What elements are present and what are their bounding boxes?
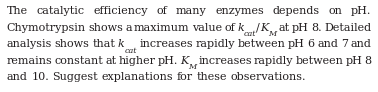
Text: rapidly: rapidly — [196, 39, 235, 49]
Text: and: and — [317, 39, 338, 49]
Text: K: K — [180, 56, 188, 66]
Text: these: these — [196, 72, 227, 82]
Text: /: / — [256, 23, 260, 33]
Text: efficiency: efficiency — [93, 6, 148, 16]
Text: catalytic: catalytic — [37, 6, 85, 16]
Text: Detailed: Detailed — [324, 23, 371, 33]
Text: pH: pH — [345, 56, 362, 66]
Text: pH: pH — [288, 39, 305, 49]
Text: rapidly: rapidly — [254, 56, 293, 66]
Text: shows: shows — [55, 39, 90, 49]
Text: cat: cat — [244, 30, 256, 38]
Text: and: and — [350, 39, 371, 49]
Text: pH.: pH. — [351, 6, 371, 16]
Text: depends: depends — [273, 6, 320, 16]
Text: shows: shows — [88, 23, 123, 33]
Text: higher: higher — [118, 56, 155, 66]
Text: 8: 8 — [364, 56, 371, 66]
Text: 6: 6 — [308, 39, 315, 49]
Text: on: on — [328, 6, 342, 16]
Text: Chymotrypsin: Chymotrypsin — [7, 23, 86, 33]
Text: increases: increases — [198, 56, 252, 66]
Text: and: and — [7, 72, 28, 82]
Text: many: many — [176, 6, 206, 16]
Text: pH.: pH. — [157, 56, 178, 66]
Text: a: a — [125, 23, 132, 33]
Text: between: between — [238, 39, 286, 49]
Text: observations.: observations. — [230, 72, 306, 82]
Text: between: between — [295, 56, 343, 66]
Text: value: value — [192, 23, 222, 33]
Text: that: that — [92, 39, 115, 49]
Text: K: K — [260, 23, 268, 33]
Text: 7: 7 — [341, 39, 348, 49]
Text: 10.: 10. — [31, 72, 49, 82]
Text: enzymes: enzymes — [215, 6, 264, 16]
Text: cat: cat — [124, 47, 137, 55]
Text: Suggest: Suggest — [53, 72, 98, 82]
Text: The: The — [7, 6, 28, 16]
Text: pH: pH — [292, 23, 309, 33]
Text: explanations: explanations — [102, 72, 173, 82]
Text: of: of — [224, 23, 235, 33]
Text: at: at — [279, 23, 290, 33]
Text: constant: constant — [54, 56, 103, 66]
Text: k: k — [118, 39, 124, 49]
Text: at: at — [105, 56, 116, 66]
Text: of: of — [156, 6, 167, 16]
Text: maximum: maximum — [134, 23, 190, 33]
Text: M: M — [268, 30, 277, 38]
Text: for: for — [177, 72, 193, 82]
Text: M: M — [188, 63, 196, 71]
Text: 8.: 8. — [311, 23, 322, 33]
Text: k: k — [237, 23, 244, 33]
Text: increases: increases — [139, 39, 193, 49]
Text: remains: remains — [7, 56, 53, 66]
Text: analysis: analysis — [7, 39, 52, 49]
